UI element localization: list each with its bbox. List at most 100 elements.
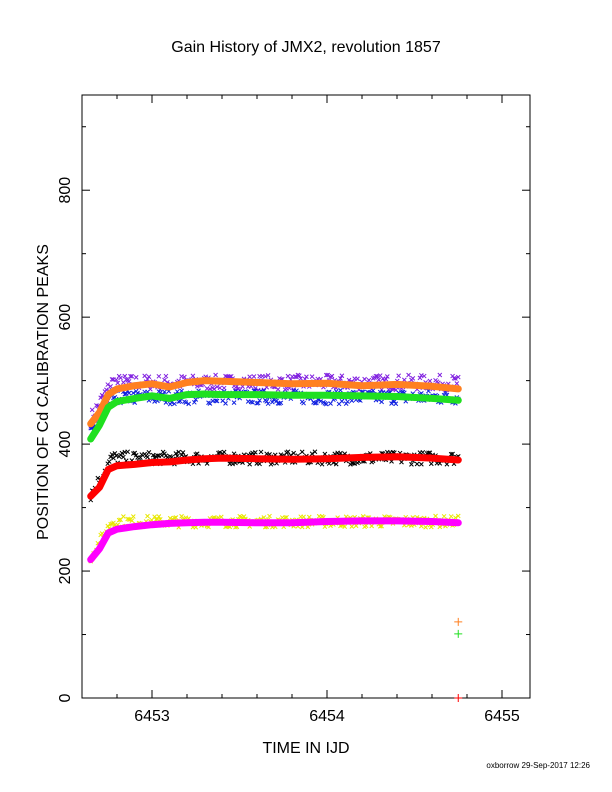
raw-point xyxy=(393,401,399,407)
raw-point xyxy=(298,376,304,381)
raw-point xyxy=(423,524,428,530)
x-tick-label: 6453 xyxy=(134,708,170,725)
raw-point xyxy=(444,461,450,467)
raw-point xyxy=(150,452,156,458)
y-tick-label: 800 xyxy=(57,177,74,204)
raw-point xyxy=(173,451,179,456)
raw-point xyxy=(299,449,305,455)
raw-point xyxy=(207,386,213,392)
raw-point xyxy=(363,523,369,529)
raw-point xyxy=(312,449,318,455)
raw-point xyxy=(257,398,262,403)
raw-point xyxy=(291,387,297,392)
raw-point xyxy=(126,379,132,384)
raw-point xyxy=(278,400,284,406)
raw-point xyxy=(126,517,132,522)
raw-point xyxy=(231,400,237,406)
raw-point xyxy=(129,518,135,523)
raw-point xyxy=(128,373,133,379)
raw-point xyxy=(318,398,323,404)
raw-point xyxy=(420,449,426,455)
raw-point xyxy=(241,514,247,519)
raw-point xyxy=(98,395,104,401)
raw-point xyxy=(384,374,390,379)
raw-point xyxy=(118,375,123,381)
raw-point xyxy=(121,454,126,460)
raw-point xyxy=(155,453,160,458)
raw-point xyxy=(130,451,136,456)
raw-point xyxy=(129,373,135,379)
raw-point xyxy=(105,382,111,387)
raw-point xyxy=(265,401,271,407)
raw-point xyxy=(409,461,414,467)
raw-point xyxy=(146,374,152,380)
raw-point xyxy=(105,523,111,529)
y-tick-label: 0 xyxy=(57,693,74,702)
raw-point xyxy=(362,376,367,382)
raw-point xyxy=(448,514,454,519)
raw-point xyxy=(455,374,461,380)
raw-point xyxy=(108,521,113,527)
series-line xyxy=(87,517,462,564)
raw-point xyxy=(309,374,315,379)
raw-point xyxy=(455,513,461,519)
raw-point xyxy=(325,372,331,378)
raw-point xyxy=(454,381,460,386)
raw-point xyxy=(267,513,272,519)
raw-point xyxy=(130,390,136,396)
raw-point xyxy=(250,400,255,405)
series-line xyxy=(87,377,462,428)
raw-point xyxy=(218,514,224,520)
raw-point xyxy=(248,399,254,405)
raw-point xyxy=(314,400,319,406)
raw-point xyxy=(221,385,227,391)
raw-point xyxy=(95,475,101,481)
raw-point xyxy=(217,450,223,455)
raw-point xyxy=(258,449,264,455)
raw-point xyxy=(291,450,297,456)
raw-point xyxy=(319,461,325,467)
raw-point xyxy=(191,399,197,405)
raw-point xyxy=(214,384,220,390)
raw-point xyxy=(328,401,333,406)
raw-point xyxy=(262,374,268,379)
outlier-points xyxy=(454,617,463,702)
outlier-point xyxy=(454,694,463,702)
raw-point xyxy=(270,399,275,405)
raw-point xyxy=(109,452,115,457)
y-axis-label: POSITION OF Cd CALIBRATION PEAKS xyxy=(35,244,52,540)
raw-point xyxy=(451,375,457,381)
raw-point xyxy=(448,451,454,457)
axis-ticks: 0 200 400 600 800 6453 6454 6455 xyxy=(57,95,530,725)
raw-point xyxy=(252,449,258,455)
raw-point xyxy=(306,514,312,520)
raw-point xyxy=(392,399,397,404)
raw-point xyxy=(428,524,434,530)
raw-point xyxy=(247,374,253,380)
raw-point xyxy=(427,378,433,384)
raw-point xyxy=(194,451,200,457)
raw-point xyxy=(223,401,228,406)
raw-point xyxy=(106,459,112,464)
raw-point xyxy=(304,374,309,380)
raw-point xyxy=(251,374,257,379)
raw-point xyxy=(227,374,233,380)
raw-point xyxy=(261,515,267,520)
y-tick-label: 400 xyxy=(57,431,74,458)
raw-point xyxy=(116,517,122,523)
raw-point xyxy=(156,373,162,379)
raw-point xyxy=(376,377,382,383)
raw-point xyxy=(228,373,234,379)
raw-point xyxy=(115,380,121,386)
outlier-point xyxy=(454,629,463,638)
raw-point xyxy=(89,407,95,413)
raw-point xyxy=(296,373,302,378)
raw-point xyxy=(453,515,458,521)
raw-point xyxy=(338,376,343,381)
raw-point xyxy=(213,398,218,403)
raw-point xyxy=(450,451,455,457)
raw-point xyxy=(417,375,423,381)
x-axis-label: TIME IN IJD xyxy=(262,740,349,757)
raw-point xyxy=(349,398,355,403)
chart-title: Gain History of JMX2, revolution 1857 xyxy=(171,39,441,56)
